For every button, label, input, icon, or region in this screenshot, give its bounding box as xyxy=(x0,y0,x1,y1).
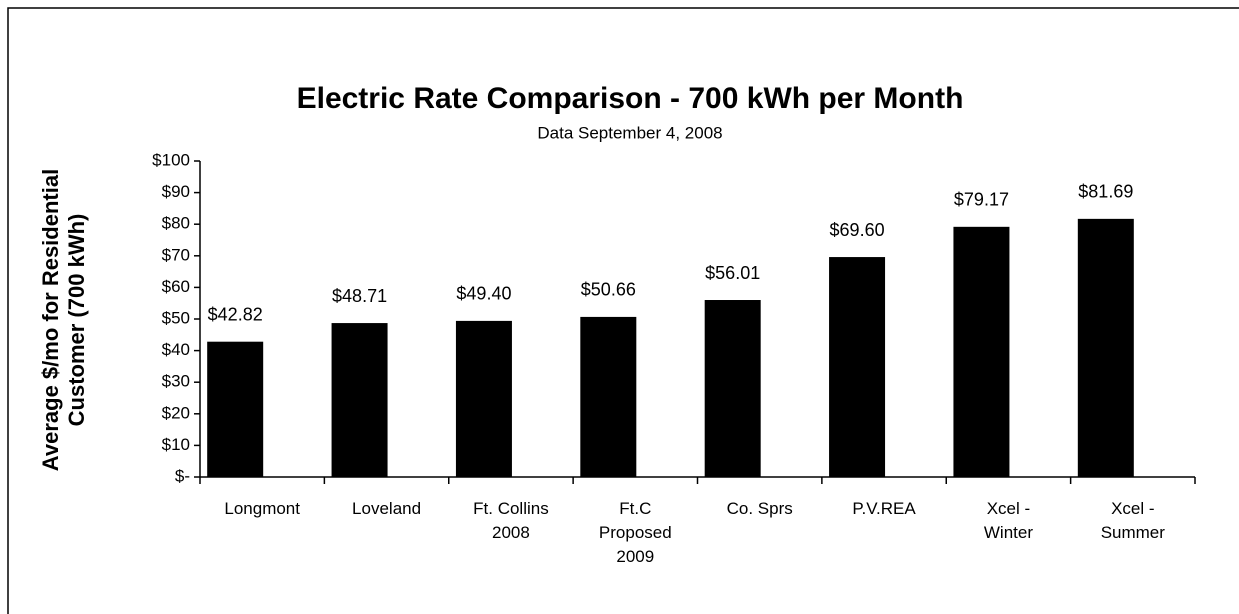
bar xyxy=(829,257,886,477)
value-label: $49.40 xyxy=(456,284,511,304)
bar xyxy=(580,316,637,477)
value-label: $48.71 xyxy=(332,286,387,306)
y-tick-label: $70 xyxy=(162,245,190,264)
value-label: $79.17 xyxy=(954,190,1009,210)
x-tick-label: Xcel -Summer xyxy=(1101,499,1166,542)
y-axis-label: Average $/mo for ResidentialCustomer (70… xyxy=(38,169,89,471)
x-tick-label: Longmont xyxy=(224,499,300,518)
value-label: $81.69 xyxy=(1078,182,1133,202)
chart-frame xyxy=(7,7,1239,614)
bar xyxy=(207,341,264,477)
value-label: $50.66 xyxy=(581,280,636,300)
y-tick-label: $60 xyxy=(162,277,190,296)
y-tick-label: $10 xyxy=(162,435,190,454)
x-tick-label: P.V.REA xyxy=(852,499,916,518)
x-tick-label: Loveland xyxy=(352,499,421,518)
value-label: $56.01 xyxy=(705,263,760,283)
y-tick-label: $40 xyxy=(162,340,190,359)
bar xyxy=(331,323,388,477)
x-tick-label: Xcel -Winter xyxy=(984,499,1033,542)
bar xyxy=(455,320,512,477)
x-tick-label: Co. Sprs xyxy=(727,499,793,518)
y-tick-label: $100 xyxy=(152,150,190,169)
x-tick-label: Ft.C Proposed 2009 xyxy=(599,499,672,566)
x-tick-label: Ft. Collins 2008 xyxy=(473,499,549,542)
value-label: $42.82 xyxy=(208,304,263,324)
chart-subtitle: Data September 4, 2008 xyxy=(537,123,722,142)
y-tick-label: $- xyxy=(175,466,190,485)
bar xyxy=(704,300,761,477)
bar xyxy=(1077,218,1134,477)
y-tick-label: $50 xyxy=(162,308,190,327)
y-tick-label: $30 xyxy=(162,372,190,391)
y-tick-label: $90 xyxy=(162,182,190,201)
y-tick-label: $20 xyxy=(162,403,190,422)
y-tick-label: $80 xyxy=(162,214,190,233)
value-label: $69.60 xyxy=(830,220,885,240)
bar xyxy=(953,226,1010,477)
chart-title: Electric Rate Comparison - 700 kWh per M… xyxy=(297,82,964,115)
